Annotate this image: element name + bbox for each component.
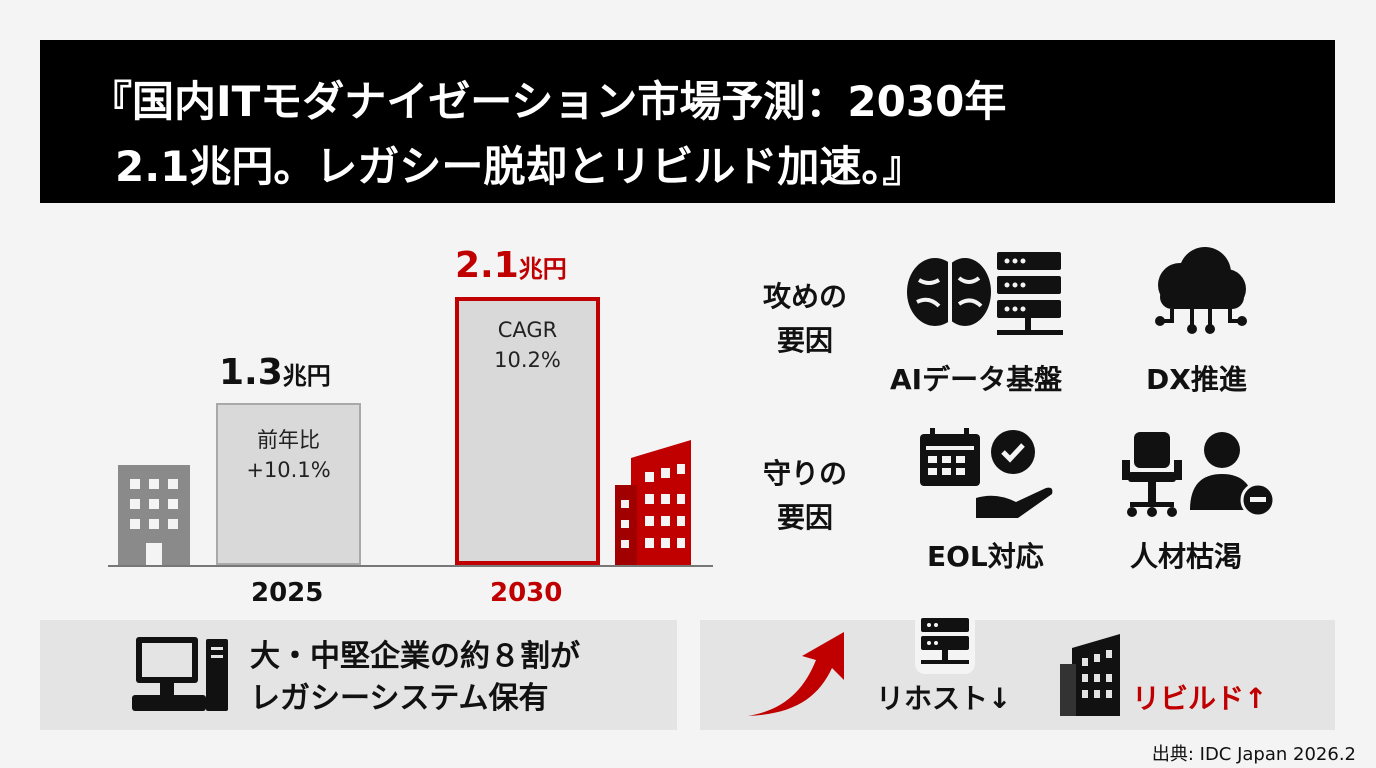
bar-2025: 前年比 +10.1% bbox=[216, 403, 361, 565]
legacy-stat-panel: 大・中堅企業の約８割が レガシーシステム保有 bbox=[40, 620, 677, 730]
value-unit-2025: 兆円 bbox=[282, 362, 331, 390]
bar-note-2025-line1: 前年比 bbox=[257, 428, 320, 452]
eol-label: EOL対応 bbox=[927, 540, 1044, 573]
defense-label-line1: 守りの bbox=[762, 457, 847, 490]
rehost-rebuild-panel: リホスト↓ リビルド↑ bbox=[700, 612, 1335, 730]
x-tick-2030: 2030 bbox=[490, 578, 563, 608]
legacy-stat-line1: 大・中堅企業の約８割が bbox=[250, 639, 580, 674]
grey-building-icon bbox=[118, 465, 190, 565]
offense-label-line1: 攻めの bbox=[762, 280, 847, 313]
legacy-stat-line2: レガシーシステム保有 bbox=[250, 681, 549, 716]
value-unit-2030: 兆円 bbox=[518, 255, 567, 283]
red-curved-arrow-icon bbox=[748, 632, 844, 716]
x-tick-2025: 2025 bbox=[251, 578, 324, 608]
chart-baseline bbox=[108, 565, 713, 567]
cloud-network-icon bbox=[1155, 247, 1247, 334]
bar-note-2030-line2: 10.2% bbox=[494, 348, 561, 372]
rebuild-label: リビルド↑ bbox=[1132, 682, 1268, 715]
talent-shortage-label: 人材枯渇 bbox=[1130, 540, 1243, 573]
source-note: 出典: IDC Japan 2026.2 bbox=[1151, 744, 1356, 765]
offense-label-line2: 要因 bbox=[776, 324, 833, 357]
defense-factor-label: 守りの 要因 bbox=[750, 452, 860, 540]
bar-note-2025-line2: +10.1% bbox=[246, 458, 331, 482]
rehost-label: リホスト↓ bbox=[876, 682, 1012, 715]
value-label-2025: 1.3兆円 bbox=[219, 352, 331, 393]
bar-2030: CAGR 10.2% bbox=[455, 297, 600, 565]
red-building-icon bbox=[615, 440, 691, 565]
ai-data-label: AIデータ基盤 bbox=[890, 363, 1063, 396]
defense-label-line2: 要因 bbox=[776, 501, 833, 534]
brain-server-icon bbox=[907, 252, 1063, 335]
calendar-hand-check-icon bbox=[920, 428, 1053, 518]
value-number-2025: 1.3 bbox=[219, 352, 283, 393]
bar-note-2030-line1: CAGR bbox=[497, 318, 558, 342]
title-line-1: 『国内ITモダナイゼーション市場予測：2030年 bbox=[90, 77, 1007, 126]
title-banner: 『国内ITモダナイゼーション市場予測：2030年 2.1兆円。レガシー脱却とリビ… bbox=[40, 40, 1335, 203]
value-label-2030: 2.1兆円 bbox=[455, 245, 567, 286]
desktop-computer-icon bbox=[132, 637, 228, 711]
dx-label: DX推進 bbox=[1146, 363, 1247, 396]
server-icon bbox=[915, 612, 975, 674]
title-line-2: 2.1兆円。レガシー脱却とリビルド加速。』 bbox=[115, 142, 925, 191]
value-number-2030: 2.1 bbox=[455, 245, 519, 286]
black-building-icon bbox=[1060, 634, 1120, 716]
chair-person-minus-icon bbox=[1122, 432, 1276, 518]
offense-factor-label: 攻めの 要因 bbox=[750, 275, 860, 363]
